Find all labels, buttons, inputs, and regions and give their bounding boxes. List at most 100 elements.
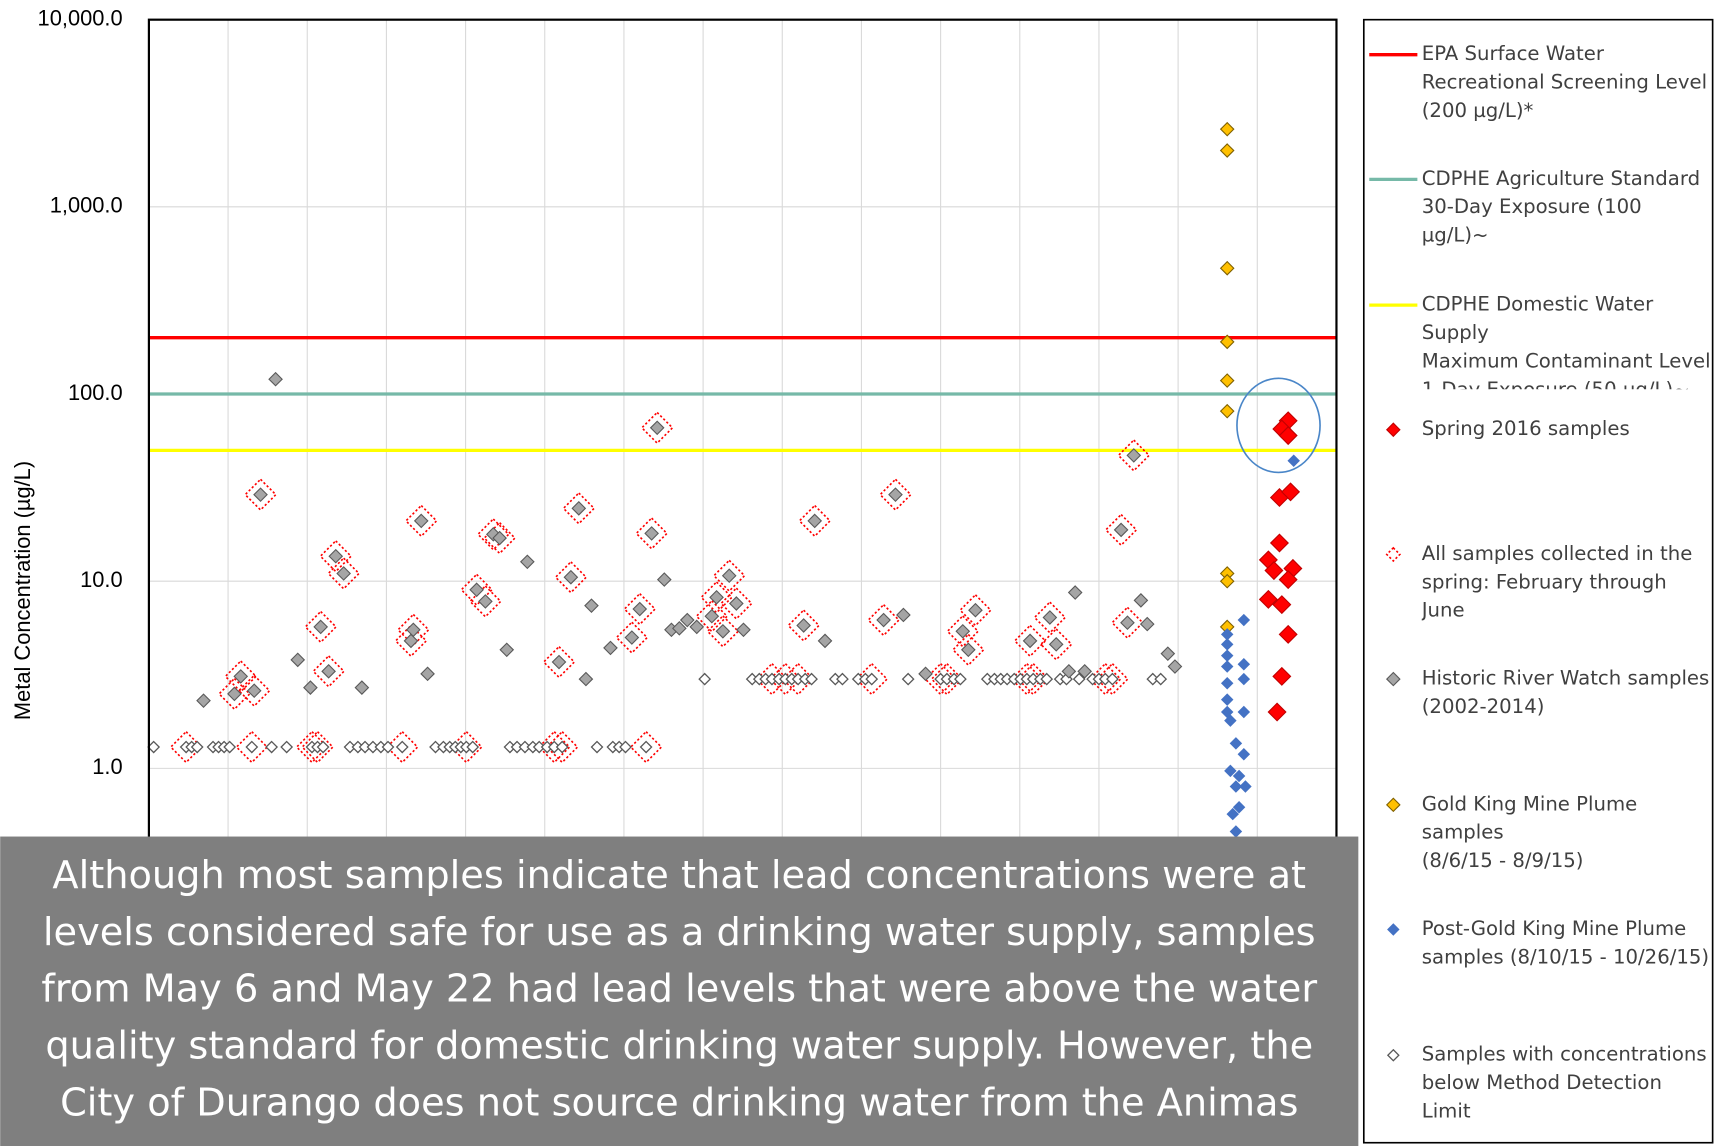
data-point — [888, 487, 903, 502]
legend-swatch — [1385, 797, 1401, 813]
data-point — [321, 663, 336, 679]
data-point — [190, 740, 204, 754]
data-point — [1220, 660, 1234, 673]
data-point — [1016, 662, 1050, 696]
annotation-holder: Although most samples indicate that lead… — [41, 854, 1317, 1125]
data-point — [246, 683, 262, 699]
data-point — [1237, 747, 1251, 761]
data-point — [615, 621, 649, 655]
data-point — [280, 740, 294, 754]
data-point — [1088, 662, 1122, 696]
data-point — [405, 622, 421, 638]
data-point — [1237, 658, 1251, 671]
legend-label: Historic River Watch samples (2002-2014) — [1421, 667, 1710, 719]
data-point — [1226, 807, 1239, 821]
data-point — [224, 659, 258, 693]
data-point — [413, 513, 429, 529]
data-point — [1278, 426, 1298, 446]
data-point — [1229, 737, 1243, 750]
data-point — [551, 654, 567, 670]
data-point — [1219, 373, 1235, 388]
legend-entry: All samples collected in the spring: Feb… — [1421, 542, 1693, 623]
y-tick-label: 10.0 — [80, 567, 123, 592]
data-point — [1272, 595, 1292, 615]
data-point — [787, 609, 821, 642]
data-point — [237, 674, 271, 708]
data-point — [537, 730, 571, 764]
data-point — [265, 740, 279, 754]
legend-swatch — [1385, 546, 1402, 563]
data-point — [1048, 636, 1064, 652]
data-point — [901, 672, 915, 686]
legend-swatch — [1385, 422, 1401, 438]
data-point — [253, 487, 268, 502]
data-point — [896, 607, 911, 623]
legend-label: Spring 2016 samples — [1421, 417, 1630, 441]
data-point — [1224, 714, 1237, 727]
data-point — [520, 554, 535, 570]
data-point — [639, 740, 653, 754]
data-point — [1040, 672, 1054, 686]
data-point — [1281, 482, 1301, 502]
data-point — [1264, 561, 1284, 581]
data-point — [217, 677, 251, 711]
data-point — [562, 491, 596, 525]
data-point — [1269, 533, 1289, 553]
data-point — [1219, 143, 1235, 158]
data-point — [336, 566, 351, 581]
data-point — [316, 740, 330, 754]
data-point — [385, 730, 419, 764]
data-point — [404, 504, 438, 538]
legend-label: Samples with concentrations below Method… — [1421, 1043, 1707, 1124]
legend-swatch — [1387, 923, 1400, 936]
data-point — [196, 693, 211, 709]
data-point — [951, 633, 985, 667]
data-point — [1278, 624, 1298, 644]
data-point — [381, 740, 395, 754]
data-point — [781, 662, 815, 696]
legend-entry: Samples with concentrations below Method… — [1421, 1043, 1707, 1124]
data-point — [1220, 693, 1234, 706]
data-point — [545, 730, 579, 764]
data-point — [736, 622, 751, 638]
data-point — [968, 602, 983, 618]
data-point — [1104, 513, 1138, 547]
data-point — [328, 548, 344, 564]
data-point — [1220, 628, 1234, 641]
y-tick-label: 100.0 — [68, 380, 123, 405]
data-point — [644, 526, 659, 541]
data-point — [268, 371, 283, 387]
data-point — [223, 740, 237, 754]
data-point — [555, 740, 569, 754]
data-point — [499, 642, 515, 658]
data-point — [578, 671, 594, 687]
data-point — [879, 478, 912, 512]
data-point — [1258, 589, 1278, 609]
data-point — [867, 603, 901, 637]
data-point — [632, 601, 648, 617]
data-point — [460, 573, 494, 607]
data-point — [689, 619, 705, 635]
data-point — [640, 411, 674, 445]
data-point — [1039, 627, 1073, 661]
legend-label: Post-Gold King Mine Plume samples (8/10/… — [1421, 917, 1710, 969]
data-point — [542, 645, 576, 679]
legend-entry: CDPHE Domestic Water Supply Maximum Cont… — [1422, 293, 1711, 389]
data-point — [584, 598, 599, 614]
data-point — [1272, 666, 1292, 686]
data-point — [768, 662, 802, 696]
data-point — [1239, 780, 1252, 793]
data-point — [245, 740, 259, 754]
data-point — [1219, 334, 1235, 350]
data-point — [704, 608, 720, 624]
legend-box — [1362, 18, 1714, 1144]
legend-entry: Historic River Watch samples (2002-2014) — [1421, 667, 1710, 719]
data-point — [301, 730, 335, 764]
data-point — [629, 730, 663, 764]
legend-label: All samples collected in the spring: Feb… — [1421, 542, 1693, 623]
data-point — [1072, 672, 1086, 686]
data-point — [603, 640, 618, 656]
data-point — [233, 669, 249, 684]
data-point — [1219, 121, 1235, 137]
